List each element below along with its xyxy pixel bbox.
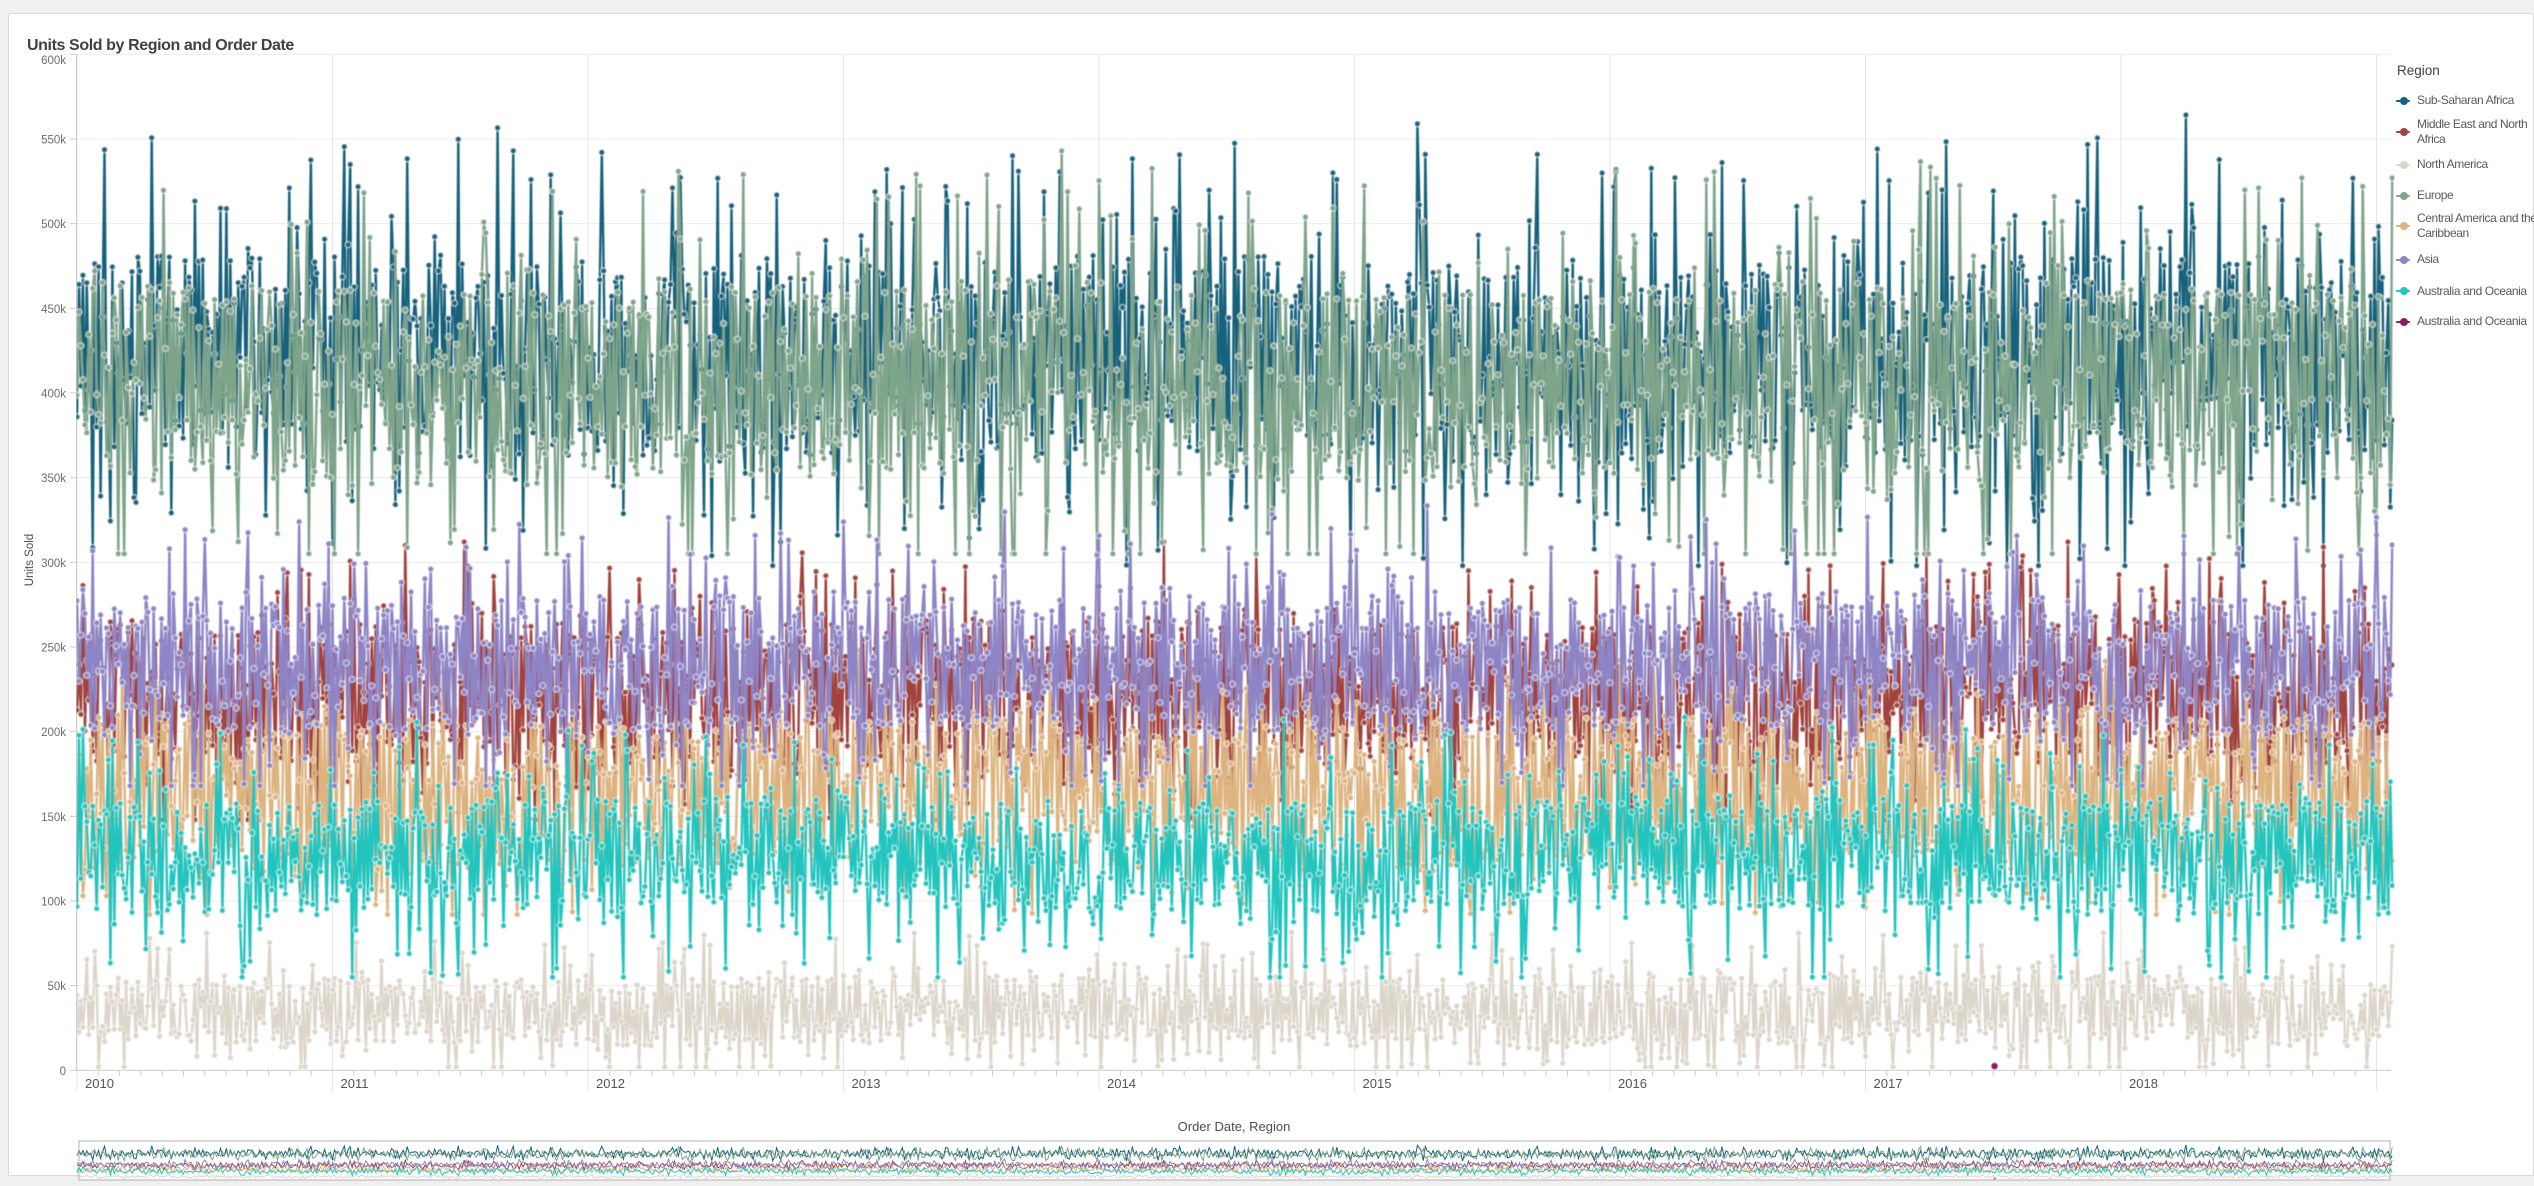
legend-item-label: Central America and the Caribbean xyxy=(2417,211,2534,240)
legend-item-central-america-and-the-caribbean[interactable]: Central America and the Caribbean xyxy=(2396,211,2534,241)
legend-item-label: Middle East and North Africa xyxy=(2417,116,2528,146)
legend-item-label: Asia xyxy=(2417,252,2439,266)
legend-marker-icon xyxy=(2396,317,2410,326)
x-tick-label: 2017 xyxy=(1874,1076,1903,1091)
x-tick-label: 2015 xyxy=(1363,1076,1392,1091)
legend-marker-icon xyxy=(2396,96,2410,105)
series-asia[interactable] xyxy=(74,502,2395,790)
legend-marker-icon xyxy=(2396,287,2410,296)
legend-item-asia[interactable]: Asia xyxy=(2396,252,2439,267)
legend-item-europe[interactable]: Europe xyxy=(2396,188,2454,203)
y-tick-label: 0 xyxy=(60,1066,66,1078)
navigator-series-australia-and-oceania xyxy=(76,1164,2393,1178)
navigator-series-central-america-and-the-caribbean xyxy=(76,1162,2393,1176)
legend-marker-icon xyxy=(2396,127,2410,136)
legend: Region Sub-Saharan Africa Middle East and… xyxy=(2396,63,2534,328)
navigator-series-north-america xyxy=(76,1172,2393,1180)
navigator-series-sub-saharan-africa xyxy=(76,1144,2393,1163)
navigator-series-asia xyxy=(76,1157,2393,1171)
legend-item-australia-and-oceania[interactable]: Australia and Oceania xyxy=(2396,284,2527,299)
y-tick-label: 250k xyxy=(41,642,66,654)
x-tick-label: 2010 xyxy=(85,1076,114,1091)
navigator-series-europe xyxy=(76,1144,2393,1163)
range-navigator[interactable] xyxy=(76,1140,2393,1181)
legend-item-label: North America xyxy=(2417,157,2488,171)
series-north-america[interactable] xyxy=(74,928,2395,1071)
x-tick-label: 2016 xyxy=(1618,1076,1647,1091)
legend-item-middle-east-and-north-africa[interactable]: Middle East and North Africa xyxy=(2396,116,2528,147)
legend-marker-icon xyxy=(2396,222,2410,231)
y-tick-label: 500k xyxy=(41,219,66,231)
y-tick-label: 350k xyxy=(41,473,66,485)
y-tick-label: 600k xyxy=(41,55,66,67)
x-tick-label: 2014 xyxy=(1107,1076,1136,1091)
y-tick-label: 400k xyxy=(41,388,66,400)
y-axis-title: Units Sold xyxy=(24,533,36,587)
y-tick-label: 300k xyxy=(41,558,66,570)
x-tick-label: 2013 xyxy=(852,1076,881,1091)
legend-item-label: Europe xyxy=(2417,188,2454,202)
x-tick-label: 2011 xyxy=(341,1076,369,1091)
y-tick-label: 50k xyxy=(47,981,66,993)
legend-item-australia-and-oceania-2[interactable]: Australia and Oceania xyxy=(2396,314,2527,329)
y-tick-label: 200k xyxy=(41,727,66,739)
navigator-series-middle-east-and-north-africa xyxy=(76,1158,2393,1172)
y-tick-label: 150k xyxy=(41,812,66,824)
legend-item-label: Sub-Saharan Africa xyxy=(2417,93,2514,107)
legend-marker-icon xyxy=(2396,255,2410,264)
isolated-point[interactable] xyxy=(1991,1062,1998,1070)
legend-item-sub-saharan-africa[interactable]: Sub-Saharan Africa xyxy=(2396,93,2514,108)
legend-item-label: Australia and Oceania xyxy=(2417,283,2527,298)
y-tick-label: 550k xyxy=(41,134,66,146)
legend-item-label: Australia and Oceania xyxy=(2417,314,2527,328)
legend-marker-icon xyxy=(2396,191,2410,200)
y-tick-label: 100k xyxy=(41,896,66,908)
series-plot[interactable] xyxy=(74,111,2395,1071)
x-tick-label: 2012 xyxy=(596,1076,625,1091)
y-axis: 0 50k 100k 150k 200k 250k 300k 350k 400k 450k 500k… xyxy=(41,53,77,1078)
x-tick-label: 2018 xyxy=(2129,1076,2158,1091)
legend-item-north-america[interactable]: North America xyxy=(2396,157,2488,172)
legend-title: Region xyxy=(2397,63,2440,78)
chart-title: Units Sold by Region and Order Date xyxy=(27,37,294,54)
series-australia-and-oceania[interactable] xyxy=(74,713,2395,981)
navigator-isolated-point xyxy=(1993,1177,1996,1180)
y-tick-label: 450k xyxy=(41,304,66,316)
x-axis: 2010 2011 2012 2013 2014 2015 2016 2017 2018 xyxy=(76,1069,2391,1091)
legend-marker-icon xyxy=(2396,160,2410,169)
x-axis-title: Order Date, Region xyxy=(1177,1119,1291,1134)
